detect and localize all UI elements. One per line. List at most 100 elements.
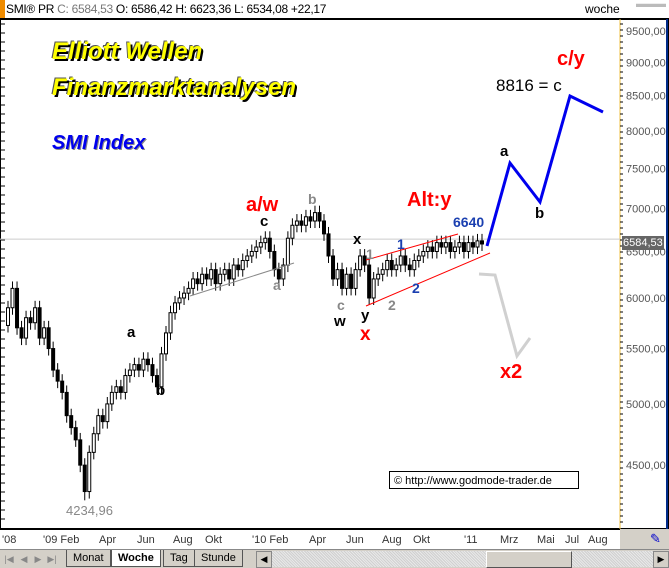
x-tick-label: '09 Feb — [43, 534, 80, 546]
candle-down — [317, 212, 322, 222]
candle-up — [123, 375, 128, 393]
title-line-2: Finanzmarktanalysen — [52, 74, 297, 101]
candle-down — [100, 415, 105, 423]
candle-up — [335, 269, 340, 280]
scroll-right-button[interactable]: ▶ — [653, 551, 669, 568]
candle-up — [231, 264, 236, 280]
candle-down — [154, 375, 159, 388]
candle-down — [204, 273, 209, 280]
tab-monat[interactable]: Monat — [66, 550, 111, 567]
candle-up — [141, 358, 146, 371]
candle-up — [371, 278, 376, 299]
candle-up — [96, 415, 101, 435]
projection-alt-line — [478, 272, 532, 360]
candle-up — [164, 332, 168, 355]
candle-up — [182, 292, 187, 299]
level-6640: 6640 — [453, 214, 485, 230]
candle-down — [480, 240, 484, 245]
candle-up — [434, 242, 439, 252]
first-tab-button[interactable]: |◀ — [4, 554, 14, 564]
y-tick-label: 9000,00 — [626, 57, 666, 69]
candle-down — [51, 348, 56, 371]
x-tick-label: '11 — [464, 534, 478, 546]
x-tick-label: '08 — [2, 534, 17, 546]
candle-down — [236, 264, 241, 271]
candle-down — [145, 358, 150, 366]
candle-down — [73, 427, 78, 441]
candle-up — [91, 433, 96, 453]
scroll-left-button[interactable]: ◀ — [256, 551, 272, 568]
candle-down — [46, 327, 51, 350]
candle-up — [159, 353, 164, 388]
wave-b-2009: b — [156, 382, 166, 399]
wave-y: y — [361, 307, 370, 324]
candle-up — [254, 246, 259, 252]
candle-up — [412, 259, 417, 271]
wave-x-black: x — [353, 231, 362, 248]
low-value-label: 4234,96 — [66, 503, 113, 518]
candle-up — [416, 255, 421, 261]
candle-up — [33, 307, 38, 324]
y-tick-label: 6000,00 — [626, 293, 666, 305]
last-tab-button[interactable]: ▶| — [47, 554, 57, 564]
candle-down — [150, 364, 155, 377]
candle-up — [6, 307, 10, 326]
wave-a-gray: a — [273, 277, 281, 293]
x-tick-label: Okt — [413, 534, 431, 546]
y-tick-label: 7000,00 — [626, 203, 666, 215]
candle-up — [127, 369, 132, 377]
open-value: O: 6586,42 — [115, 2, 173, 16]
candle-up — [209, 269, 214, 280]
candle-up — [475, 240, 480, 248]
scroll-thumb[interactable] — [486, 551, 572, 568]
next-tab-button[interactable]: ▶ — [34, 554, 42, 564]
copyright-box[interactable]: © http://www.godmode-trader.de — [389, 471, 579, 489]
candle-down — [195, 278, 200, 285]
candle-up — [394, 264, 399, 271]
period-label: woche — [585, 2, 620, 16]
channel-upper-line — [365, 233, 459, 261]
candle-down — [64, 391, 69, 417]
wave-x2: x2 — [500, 361, 523, 383]
high-value: H: 6623,36 — [175, 2, 232, 16]
x-tick-label: Apr — [99, 534, 117, 546]
tab-stunde[interactable]: Stunde — [194, 550, 243, 567]
horizontal-scrollbar[interactable]: ◀ ▶ — [256, 551, 669, 568]
tab-woche[interactable]: Woche — [111, 550, 161, 567]
support-trendline — [189, 262, 295, 297]
x-tick-label: Okt — [205, 534, 223, 546]
pen-icon: ✎ — [650, 531, 661, 546]
candle-up — [353, 269, 358, 289]
low-value: L: 6534,08 — [234, 2, 288, 16]
candle-down — [272, 250, 277, 271]
candle-up — [425, 246, 430, 252]
candle-down — [461, 242, 466, 252]
candle-down — [227, 269, 232, 280]
x-tick-label: Jun — [346, 534, 364, 546]
candle-down — [299, 220, 304, 226]
x-tick-label: Aug — [588, 534, 608, 546]
candle-up — [281, 264, 286, 280]
wave-alt-y: Alt:y — [407, 189, 452, 211]
x-tick-label: Aug — [382, 534, 402, 546]
candle-up — [466, 242, 471, 252]
wave-a-2009: a — [127, 324, 136, 341]
x-tick-label: Jul — [565, 534, 580, 546]
tab-tag[interactable]: Tag — [163, 550, 195, 567]
drawing-tool-button[interactable]: ✎ — [620, 529, 669, 549]
candle-down — [326, 233, 331, 257]
prev-tab-button[interactable]: ◀ — [20, 554, 28, 564]
x-tick-label: '10 Feb — [252, 534, 289, 546]
candle-down — [430, 246, 435, 252]
candle-up — [132, 364, 137, 371]
candle-up — [358, 255, 363, 271]
candle-up — [191, 278, 196, 289]
symbol: SMI® PR — [6, 2, 55, 16]
projection-wave-b: b — [535, 205, 545, 222]
candle-down — [213, 269, 218, 285]
candle-down — [82, 464, 87, 493]
close-value: C: 6584,53 — [57, 2, 113, 16]
target-label: 8816 = c — [496, 76, 562, 95]
minimize-button[interactable] — [636, 3, 666, 7]
